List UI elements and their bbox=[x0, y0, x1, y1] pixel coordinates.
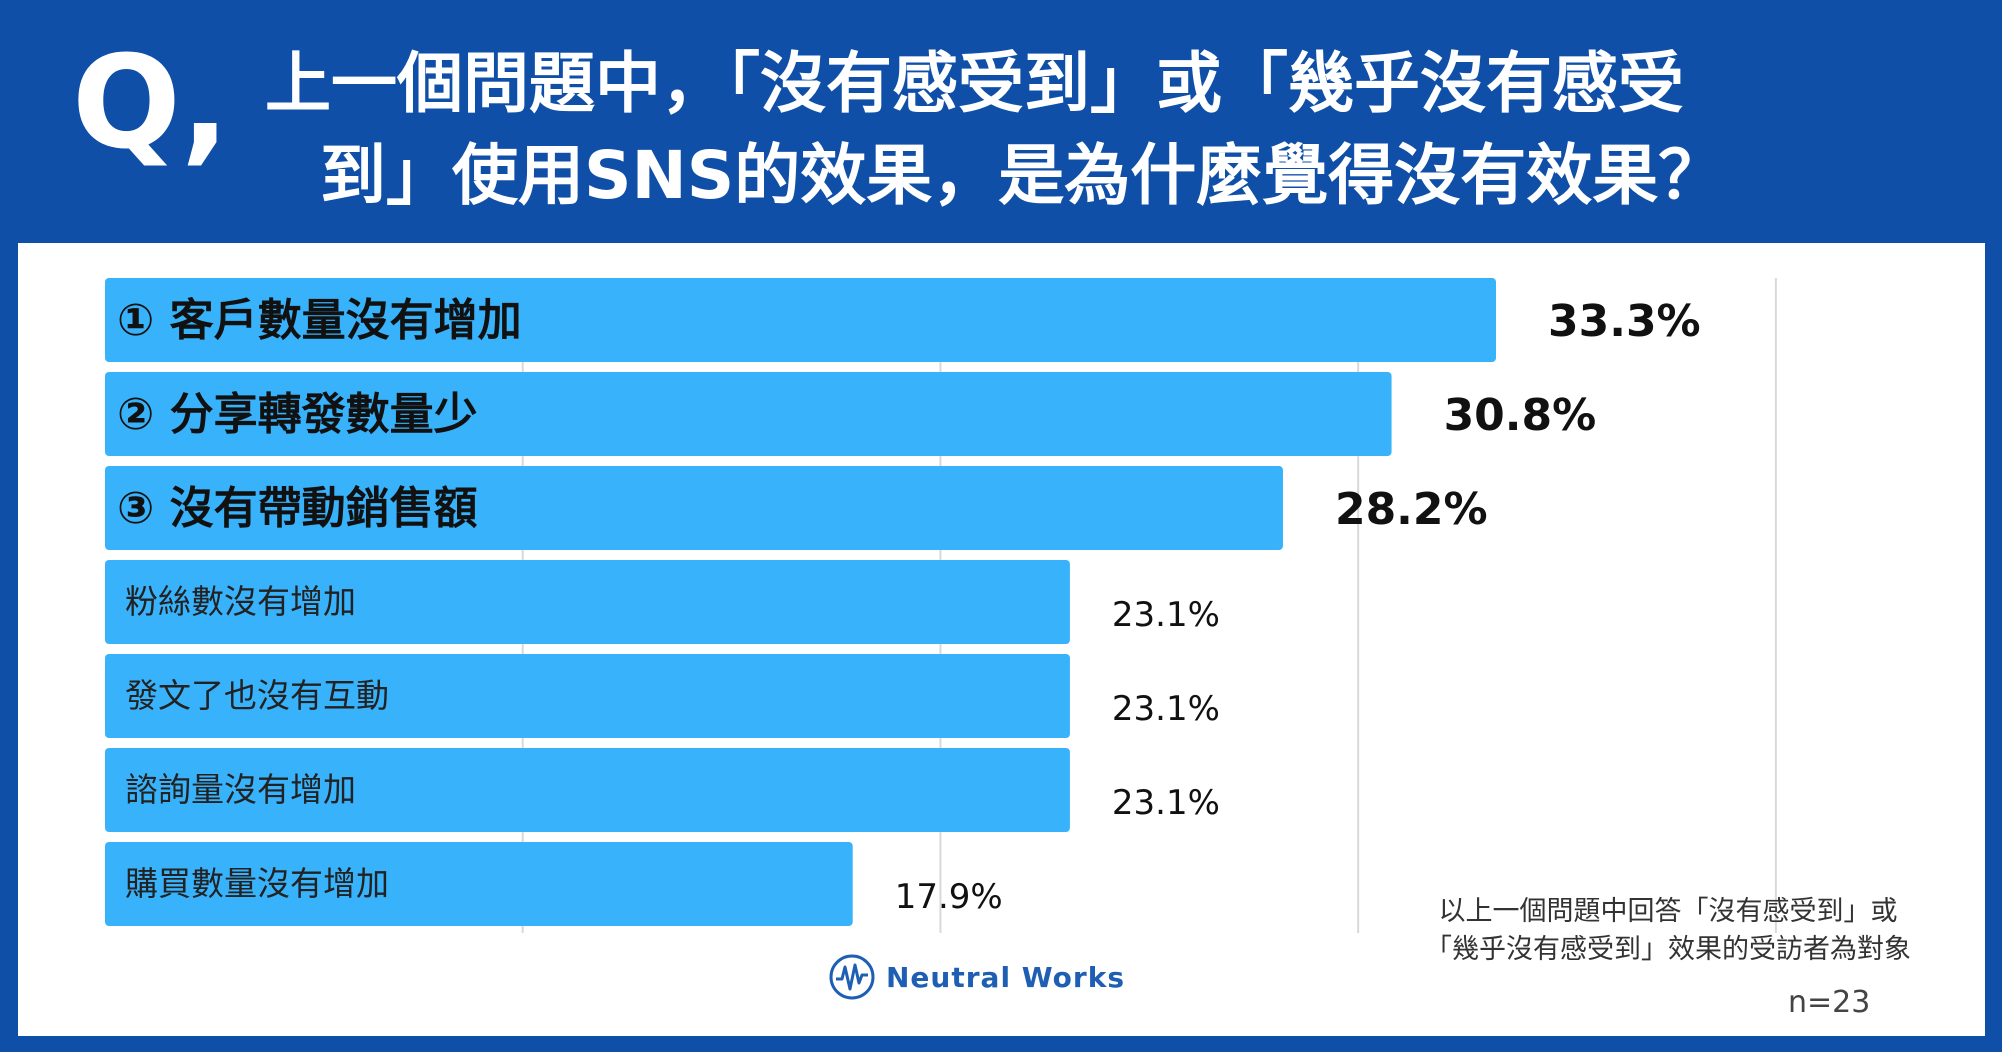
value-label: 30.8% bbox=[1444, 390, 1597, 441]
brand-logo-text: Neutral Works bbox=[886, 960, 1126, 994]
category-label: 購買數量沒有增加 bbox=[125, 864, 389, 903]
bar bbox=[105, 748, 1070, 832]
value-label: 23.1% bbox=[1112, 689, 1220, 729]
value-label: 17.9% bbox=[895, 877, 1003, 917]
bar bbox=[105, 842, 853, 926]
bar bbox=[105, 560, 1070, 644]
category-label: ③ 沒有帶動銷售額 bbox=[117, 483, 478, 534]
bar-chart: ① 客戶數量沒有增加 33.3% ② 分享轉發數量少 30.8% ③ 沒有帶動銷售額 28… bbox=[105, 278, 1777, 933]
category-label: 諮詢量沒有增加 bbox=[125, 770, 356, 809]
value-label: 23.1% bbox=[1112, 595, 1220, 635]
category-label: ② 分享轉發數量少 bbox=[117, 389, 478, 440]
category-label: 粉絲數沒有增加 bbox=[125, 582, 356, 621]
bar bbox=[105, 466, 1283, 550]
value-label: 23.1% bbox=[1112, 783, 1220, 823]
category-label: 發文了也沒有互動 bbox=[125, 676, 389, 715]
survey-note: 以上一個問題中回答「沒有感受到」或 「幾乎沒有感受到」效果的受訪者為對象 bbox=[1398, 893, 1938, 969]
value-label: 28.2% bbox=[1335, 484, 1488, 535]
survey-note-line1: 以上一個問題中回答「沒有感受到」或 bbox=[1438, 896, 1898, 927]
bar bbox=[105, 654, 1070, 738]
header-banner: Q, 上一個問題中，「沒有感受到」或「幾乎沒有感受 到」使用SNS的效果，是為什… bbox=[0, 0, 2002, 225]
question-title-line2: 到」使用SNS的效果，是為什麼覺得沒有效果？ bbox=[320, 137, 1725, 214]
survey-note-line2: 「幾乎沒有感受到」效果的受訪者為對象 bbox=[1425, 934, 1911, 965]
question-mark-label: Q, bbox=[72, 29, 230, 178]
bar bbox=[105, 372, 1392, 456]
category-label: ① 客戶數量沒有增加 bbox=[117, 295, 522, 346]
question-title: 上一個問題中，「沒有感受到」或「幾乎沒有感受 到」使用SNS的效果，是為什麼覺得… bbox=[265, 38, 1965, 222]
bar bbox=[105, 278, 1496, 362]
sample-size-label: n=23 bbox=[1788, 985, 1871, 1020]
value-label: 33.3% bbox=[1548, 296, 1701, 347]
chart-panel: ① 客戶數量沒有增加 33.3% ② 分享轉發數量少 30.8% ③ 沒有帶動銷售額 28… bbox=[18, 243, 1985, 1036]
neutral-works-logo-icon bbox=[829, 954, 875, 1000]
question-title-line1: 上一個問題中，「沒有感受到」或「幾乎沒有感受 bbox=[265, 45, 1684, 122]
brand-logo: Neutral Works bbox=[828, 949, 1125, 1005]
